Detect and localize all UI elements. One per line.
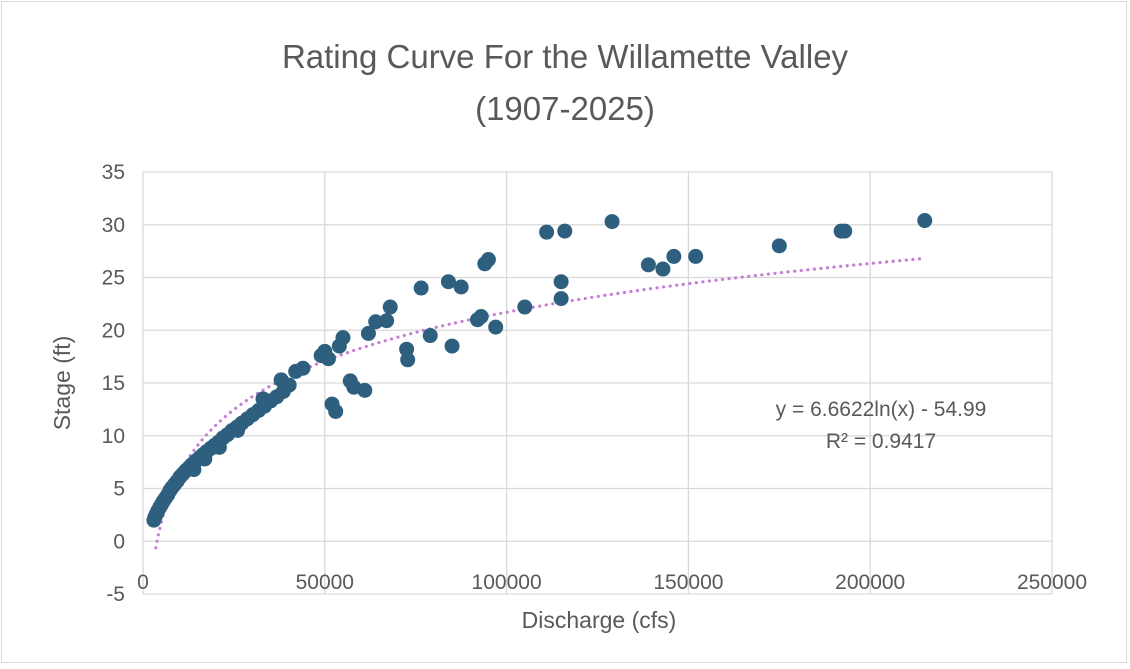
- data-point: [557, 223, 573, 239]
- chart-title-line-2: (1907-2025): [475, 90, 655, 127]
- data-point: [771, 238, 787, 254]
- y-tick-label: 35: [102, 161, 125, 184]
- data-point: [368, 314, 384, 330]
- data-point: [295, 360, 311, 376]
- data-point: [517, 299, 533, 315]
- data-point: [655, 261, 671, 277]
- data-point: [230, 422, 246, 438]
- y-tick-label: 15: [102, 372, 125, 395]
- data-point: [320, 351, 336, 367]
- trendline-r-squared: R² = 0.9417: [826, 430, 936, 453]
- x-tick-label: 250000: [1017, 571, 1087, 594]
- data-point: [357, 382, 373, 398]
- data-point: [453, 279, 469, 295]
- y-tick-label: 10: [102, 425, 125, 448]
- data-point: [422, 328, 438, 344]
- data-points: [146, 213, 933, 528]
- x-tick-label: 100000: [472, 571, 542, 594]
- data-point: [837, 223, 853, 239]
- data-point: [400, 352, 416, 368]
- data-point: [273, 372, 289, 388]
- data-point: [440, 274, 456, 290]
- data-point: [480, 252, 496, 268]
- data-point: [666, 248, 682, 264]
- data-point: [382, 299, 398, 315]
- data-point: [186, 462, 202, 478]
- x-axis-title: Discharge (cfs): [522, 607, 677, 633]
- x-tick-label: 150000: [653, 571, 723, 594]
- data-point: [413, 280, 429, 296]
- y-tick-label: 30: [102, 214, 125, 237]
- y-tick-label: -5: [106, 583, 125, 606]
- data-point: [604, 214, 620, 230]
- x-axis-ticks: 0 50000 100000 150000 200000 250000: [137, 571, 1087, 594]
- data-point: [688, 248, 704, 264]
- gridlines: [142, 171, 1053, 595]
- data-point: [444, 338, 460, 354]
- y-tick-label: 20: [102, 319, 125, 342]
- chart-title-line-1: Rating Curve For the Willamette Valley: [282, 38, 849, 75]
- data-point: [360, 325, 376, 341]
- data-point: [640, 257, 656, 273]
- data-point: [917, 213, 933, 229]
- data-point: [335, 330, 351, 346]
- y-tick-label: 5: [113, 478, 125, 501]
- data-point: [473, 309, 489, 325]
- y-axis-title: Stage (ft): [49, 336, 75, 431]
- trendline-equation: y = 6.6622ln(x) - 54.99: [776, 398, 987, 421]
- data-point: [379, 313, 395, 329]
- data-point: [211, 439, 227, 455]
- data-point: [255, 391, 271, 407]
- data-point: [553, 274, 569, 290]
- x-tick-label: 50000: [296, 571, 354, 594]
- data-point: [553, 291, 569, 307]
- data-point: [539, 224, 555, 240]
- x-tick-label: 200000: [835, 571, 905, 594]
- y-tick-label: 0: [113, 530, 125, 553]
- x-tick-label: 0: [137, 571, 149, 594]
- y-axis-ticks: -5 0 5 10 15 20 25 30 35: [102, 161, 125, 606]
- data-point: [197, 451, 213, 467]
- logarithmic-trendline: [154, 256, 927, 550]
- data-point: [328, 403, 344, 419]
- data-point: [488, 319, 504, 335]
- y-tick-label: 25: [102, 267, 125, 290]
